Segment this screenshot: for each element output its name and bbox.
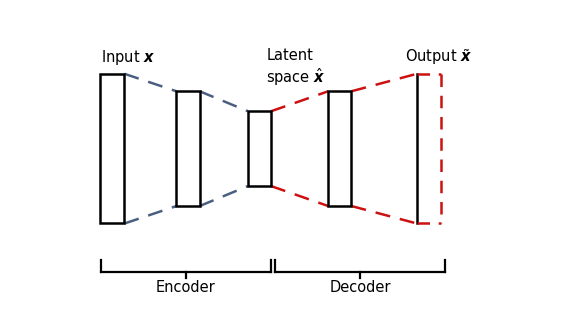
Bar — [417, 74, 441, 224]
Bar — [328, 91, 351, 206]
Bar — [248, 111, 271, 186]
Text: Decoder: Decoder — [329, 280, 391, 295]
Text: Output $\tilde{\boldsymbol{x}}$: Output $\tilde{\boldsymbol{x}}$ — [404, 48, 472, 67]
Text: Latent
space $\hat{\boldsymbol{x}}$: Latent space $\hat{\boldsymbol{x}}$ — [266, 48, 325, 88]
Bar — [176, 91, 200, 206]
Text: Input $\boldsymbol{x}$: Input $\boldsymbol{x}$ — [101, 48, 156, 67]
Bar — [100, 74, 124, 224]
Text: Encoder: Encoder — [156, 280, 215, 295]
